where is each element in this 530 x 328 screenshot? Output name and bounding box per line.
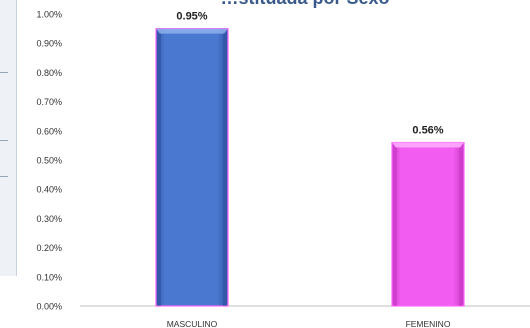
panel-tick xyxy=(0,72,8,73)
x-category-label: MASCULINO xyxy=(167,319,218,328)
left-panel xyxy=(0,0,17,276)
data-label: 0.56% xyxy=(412,124,443,136)
x-category-label: FEMENINO xyxy=(406,319,451,328)
y-tick-label: 1.00% xyxy=(36,10,62,20)
y-tick-label: 0.40% xyxy=(36,185,62,195)
y-tick-label: 0.60% xyxy=(36,126,62,136)
y-tick-label: 0.00% xyxy=(36,302,62,312)
bar-top-bevel xyxy=(156,28,228,34)
y-tick-label: 0.90% xyxy=(36,39,62,49)
bar-edge-shade xyxy=(158,33,161,306)
y-tick-label: 0.20% xyxy=(36,243,62,253)
bar-edge-shade xyxy=(459,147,462,306)
panel-tick xyxy=(0,140,8,141)
bar-femenino xyxy=(391,141,465,307)
bar-top-bevel xyxy=(392,142,464,148)
y-tick-label: 0.10% xyxy=(36,272,62,282)
data-label: 0.95% xyxy=(176,11,207,23)
y-tick-label: 0.70% xyxy=(36,97,62,107)
y-tick-label: 0.50% xyxy=(36,156,62,166)
bar-edge-shade xyxy=(394,147,397,306)
bar-edge-shade xyxy=(223,33,226,306)
panel-tick xyxy=(0,176,8,177)
y-tick-label: 0.30% xyxy=(36,214,62,224)
bar-masculino xyxy=(155,28,229,307)
chart-title: …stituada por Sexo xyxy=(190,0,420,9)
y-tick-label: 0.80% xyxy=(36,68,62,78)
